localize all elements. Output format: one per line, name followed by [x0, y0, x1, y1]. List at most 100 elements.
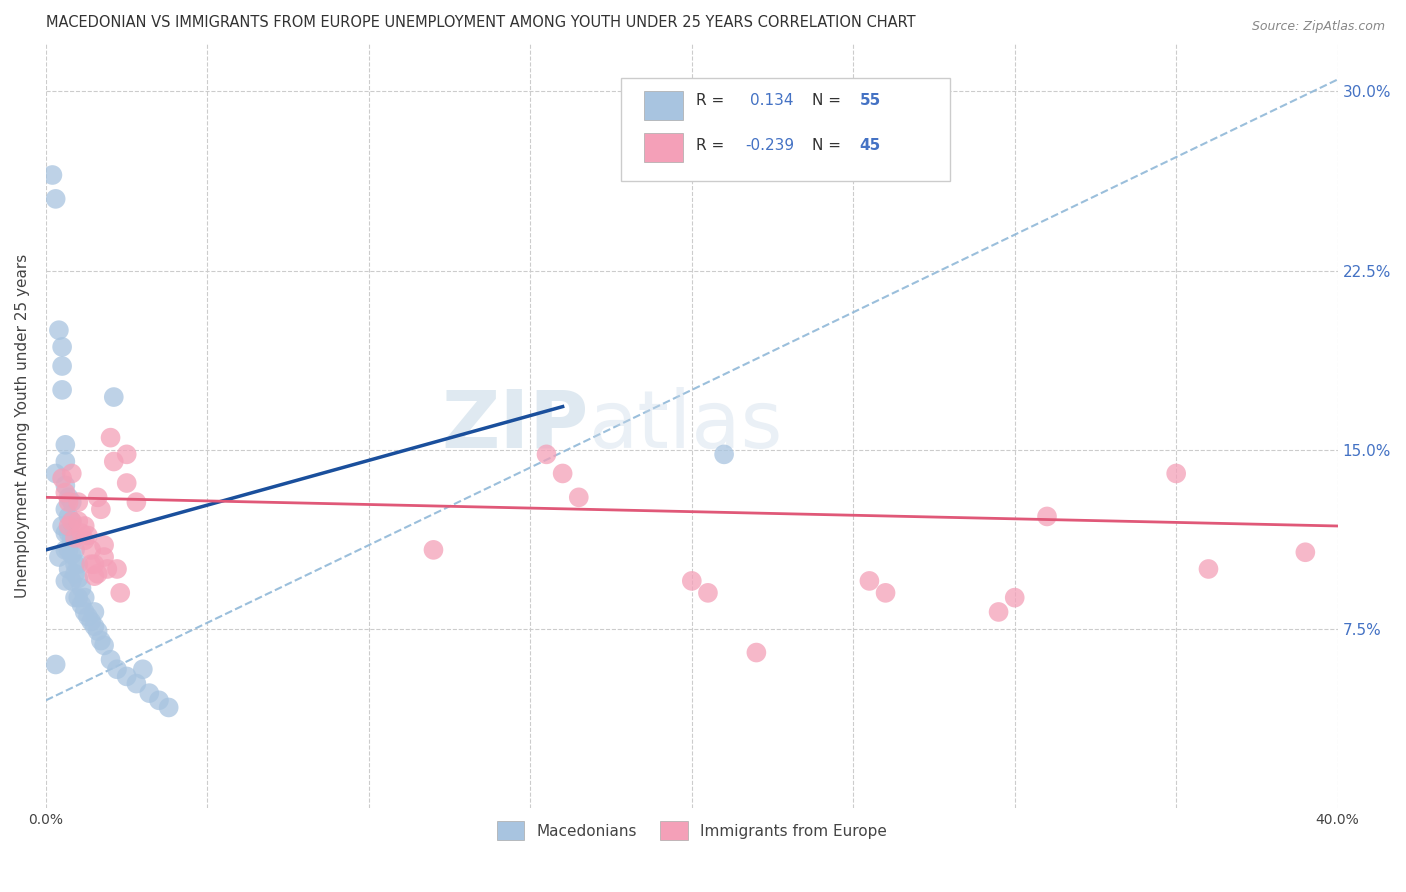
- Text: R =: R =: [696, 94, 728, 109]
- Point: [53, 574, 76, 588]
- Point: [551, 467, 574, 481]
- Point: [67, 495, 90, 509]
- Point: [41, 168, 63, 182]
- Point: [90, 502, 112, 516]
- Point: [51, 383, 73, 397]
- Point: [60, 531, 83, 545]
- Text: MACEDONIAN VS IMMIGRANTS FROM EUROPE UNEMPLOYMENT AMONG YOUTH UNDER 25 YEARS COR: MACEDONIAN VS IMMIGRANTS FROM EUROPE UNE…: [46, 15, 915, 30]
- Point: [58, 562, 80, 576]
- Point: [58, 519, 80, 533]
- Point: [48, 323, 70, 337]
- Point: [58, 491, 80, 505]
- Point: [105, 562, 128, 576]
- Point: [60, 514, 83, 528]
- Point: [93, 639, 115, 653]
- Point: [987, 605, 1010, 619]
- Point: [1004, 591, 1026, 605]
- Point: [103, 390, 125, 404]
- Point: [681, 574, 703, 588]
- Point: [58, 526, 80, 541]
- Text: N =: N =: [811, 137, 846, 153]
- Point: [83, 569, 105, 583]
- Point: [70, 598, 93, 612]
- Point: [83, 558, 105, 572]
- Text: ZIP: ZIP: [441, 387, 589, 465]
- Point: [53, 478, 76, 492]
- Point: [53, 485, 76, 500]
- Point: [568, 491, 591, 505]
- Point: [697, 586, 720, 600]
- Point: [80, 558, 103, 572]
- Point: [51, 519, 73, 533]
- Text: -0.239: -0.239: [745, 137, 794, 153]
- Point: [63, 591, 86, 605]
- Text: Source: ZipAtlas.com: Source: ZipAtlas.com: [1251, 20, 1385, 33]
- Point: [58, 509, 80, 524]
- Point: [67, 591, 90, 605]
- Point: [73, 605, 96, 619]
- Point: [63, 566, 86, 581]
- Point: [536, 447, 558, 461]
- Point: [96, 562, 118, 576]
- Bar: [644, 91, 683, 120]
- Point: [132, 662, 155, 676]
- Point: [858, 574, 880, 588]
- Point: [51, 359, 73, 373]
- Point: [83, 619, 105, 633]
- Point: [67, 558, 90, 572]
- Point: [53, 438, 76, 452]
- Point: [86, 566, 108, 581]
- Point: [70, 526, 93, 541]
- Point: [110, 586, 132, 600]
- Point: [53, 542, 76, 557]
- Point: [45, 192, 67, 206]
- Point: [51, 471, 73, 485]
- Point: [103, 454, 125, 468]
- Point: [1036, 509, 1059, 524]
- Point: [875, 586, 897, 600]
- Point: [45, 467, 67, 481]
- Point: [713, 447, 735, 461]
- Point: [77, 528, 100, 542]
- Point: [58, 542, 80, 557]
- Point: [125, 495, 148, 509]
- Text: N =: N =: [811, 94, 846, 109]
- FancyBboxPatch shape: [621, 78, 950, 181]
- Text: 0.134: 0.134: [749, 94, 793, 109]
- Point: [115, 447, 138, 461]
- Point: [67, 514, 90, 528]
- Point: [1166, 467, 1188, 481]
- Text: R =: R =: [696, 137, 728, 153]
- Point: [60, 514, 83, 528]
- Point: [1294, 545, 1316, 559]
- Point: [93, 538, 115, 552]
- Point: [70, 581, 93, 595]
- Point: [53, 502, 76, 516]
- Point: [125, 676, 148, 690]
- Point: [157, 700, 180, 714]
- Point: [60, 548, 83, 562]
- Point: [80, 542, 103, 557]
- Point: [58, 495, 80, 509]
- Point: [63, 531, 86, 545]
- Point: [77, 609, 100, 624]
- Point: [745, 646, 768, 660]
- Point: [60, 495, 83, 509]
- Point: [45, 657, 67, 672]
- Point: [100, 431, 122, 445]
- Point: [63, 542, 86, 557]
- Point: [53, 454, 76, 468]
- Point: [83, 605, 105, 619]
- Point: [115, 475, 138, 490]
- Text: 55: 55: [859, 94, 882, 109]
- Point: [80, 615, 103, 629]
- Text: atlas: atlas: [589, 387, 783, 465]
- Point: [115, 669, 138, 683]
- Point: [73, 591, 96, 605]
- Y-axis label: Unemployment Among Youth under 25 years: Unemployment Among Youth under 25 years: [15, 253, 30, 598]
- Point: [138, 686, 160, 700]
- Point: [86, 491, 108, 505]
- Point: [48, 549, 70, 564]
- Text: 45: 45: [859, 137, 882, 153]
- Legend: Macedonians, Immigrants from Europe: Macedonians, Immigrants from Europe: [491, 815, 893, 846]
